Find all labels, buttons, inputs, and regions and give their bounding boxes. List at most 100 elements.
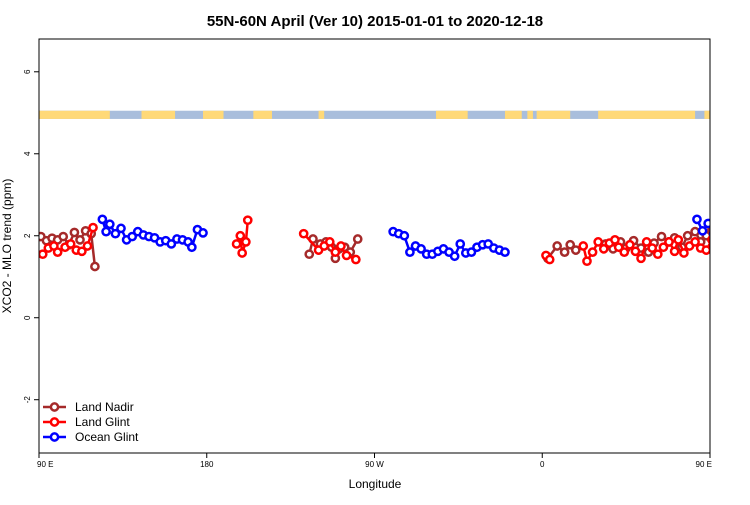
data-point: [69, 227, 80, 238]
data-point: [198, 228, 208, 238]
land-block: [203, 110, 224, 119]
land-strip: [39, 110, 710, 119]
data-point: [641, 237, 652, 247]
data-point: [692, 214, 702, 225]
land-block: [598, 110, 696, 119]
data-point: [500, 247, 510, 257]
x-tick-label: 90 E: [37, 460, 53, 469]
data-point: [658, 242, 669, 253]
data-point: [77, 246, 87, 257]
data-point: [552, 241, 563, 251]
land-block: [536, 110, 571, 119]
data-point: [619, 247, 630, 257]
data-point: [679, 248, 689, 258]
data-point: [405, 247, 415, 257]
legend-item: Land Nadir: [43, 400, 134, 414]
data-point: [673, 235, 684, 245]
series-ocean-glint: [97, 214, 734, 262]
data-point: [97, 214, 108, 225]
x-tick-label: 180: [200, 460, 214, 469]
data-point: [88, 222, 98, 233]
data-point: [613, 242, 624, 253]
data-point: [166, 239, 177, 249]
data-point: [718, 228, 725, 235]
data-point: [721, 236, 728, 243]
chart-title: 55N-60N April (Ver 10) 2015-01-01 to 202…: [207, 13, 543, 30]
data-point: [630, 246, 641, 257]
x-tick-label: 0: [540, 460, 545, 469]
y-tick-label: 6: [23, 69, 32, 74]
series-layer: [39, 214, 734, 272]
data-point: [116, 223, 126, 234]
data-point: [330, 247, 341, 257]
data-point: [104, 219, 115, 230]
data-point: [570, 245, 581, 255]
y-axis-label: XCO2 - MLO trend (ppm): [0, 179, 14, 314]
land-block: [253, 110, 272, 119]
data-point: [625, 239, 635, 250]
legend-swatch-marker: [49, 432, 60, 442]
data-point: [58, 231, 69, 242]
legend-label: Ocean Glint: [75, 430, 139, 444]
legend-item: Land Glint: [43, 415, 130, 429]
data-point: [90, 261, 100, 272]
data-point: [186, 242, 197, 253]
data-point: [578, 241, 589, 251]
data-point: [110, 228, 121, 239]
y-tick-label: 2: [23, 233, 32, 238]
data-point: [75, 235, 85, 245]
data-point: [341, 250, 352, 261]
data-point: [304, 249, 315, 260]
data-point: [593, 237, 604, 247]
data-point: [727, 232, 734, 239]
legend-item: Ocean Glint: [43, 430, 139, 444]
data-point: [664, 237, 674, 247]
data-point: [598, 244, 609, 254]
data-point: [708, 230, 710, 237]
x-tick-label: 90 E: [696, 460, 712, 469]
data-point: [582, 256, 592, 267]
data-point: [682, 230, 693, 241]
y-axis: -2 0 2 4 6: [23, 69, 39, 403]
data-point: [723, 244, 730, 251]
data-point: [416, 244, 426, 254]
data-point: [703, 218, 710, 229]
data-point: [647, 243, 658, 253]
data-point: [449, 251, 460, 262]
data-point: [399, 230, 410, 241]
data-point: [697, 225, 708, 236]
legend-label: Land Nadir: [75, 400, 134, 414]
data-point: [241, 237, 251, 247]
data-point: [466, 247, 477, 257]
data-point: [235, 230, 246, 241]
land-block: [141, 110, 176, 119]
data-point: [656, 231, 667, 242]
data-point: [652, 249, 663, 260]
data-point: [610, 235, 620, 245]
data-point: [716, 224, 723, 231]
land-block: [504, 110, 522, 119]
land-block: [436, 110, 468, 119]
data-point: [336, 241, 346, 251]
data-point: [352, 234, 363, 244]
legend-swatch-marker: [49, 402, 60, 412]
series-land-glint: [39, 215, 730, 267]
data-point: [565, 239, 576, 250]
data-point: [298, 228, 309, 239]
legend-swatch-marker: [49, 417, 60, 427]
data-point: [52, 247, 63, 257]
data-point: [82, 241, 93, 251]
data-point: [237, 248, 248, 258]
data-point: [101, 226, 111, 237]
land-block: [39, 110, 110, 119]
data-point: [721, 263, 728, 270]
data-point: [707, 235, 710, 245]
x-axis: 90 E 180 90 W 0 90 E: [37, 453, 712, 469]
data-point: [714, 238, 721, 245]
land-block: [704, 110, 710, 119]
data-point: [242, 215, 253, 226]
land-block: [318, 110, 325, 119]
data-point: [690, 237, 700, 247]
